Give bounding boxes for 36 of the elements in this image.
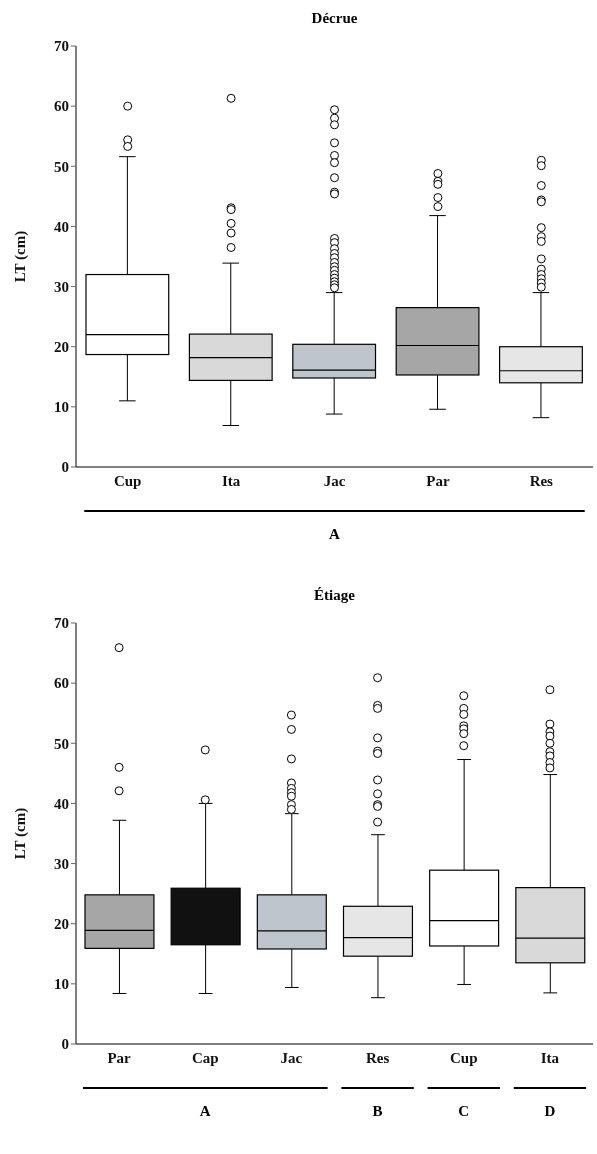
x-tick-label: Jac [280, 1049, 303, 1066]
y-tick-label: 10 [54, 399, 69, 416]
chart-title: Décrue [310, 10, 359, 27]
x-tick-label: Ita [221, 472, 241, 489]
y-tick-label: 30 [54, 278, 69, 295]
x-tick-label: Par [107, 1049, 132, 1066]
x-tick-label: Res [365, 1049, 390, 1066]
y-axis-title: LT (cm) [12, 807, 30, 860]
y-tick-label: 70 [54, 615, 69, 632]
text: C [458, 1103, 470, 1119]
y-tick-label: 60 [54, 98, 69, 115]
y-axis-title: LT (cm) [12, 230, 30, 283]
chart-title: Étiage [313, 587, 356, 604]
x-tick-label: Jac [323, 472, 346, 489]
y-tick-label: 0 [61, 459, 69, 476]
y-tick-label: 70 [54, 38, 69, 55]
x-tick-label: Par [426, 472, 450, 489]
text: A [199, 1103, 211, 1119]
y-tick-label: 60 [54, 675, 69, 692]
y-tick-label: 20 [54, 339, 69, 356]
y-tick-label: 40 [54, 795, 69, 812]
y-tick-label: 10 [54, 976, 69, 993]
text: A [329, 526, 341, 542]
y-tick-label: 50 [54, 735, 69, 752]
x-tick-label: Cup [113, 472, 142, 489]
text: B [372, 1103, 383, 1119]
x-tick-label: Ita [540, 1049, 560, 1066]
y-tick-label: 0 [61, 1036, 69, 1053]
y-tick-label: 50 [54, 158, 69, 175]
x-tick-label: Res [529, 472, 554, 489]
y-tick-label: 40 [54, 218, 69, 235]
x-tick-label: Cup [449, 1049, 478, 1066]
y-tick-label: 30 [54, 855, 69, 872]
text: D [544, 1103, 556, 1119]
x-tick-label: Cap [191, 1049, 219, 1066]
y-tick-label: 20 [54, 916, 69, 933]
